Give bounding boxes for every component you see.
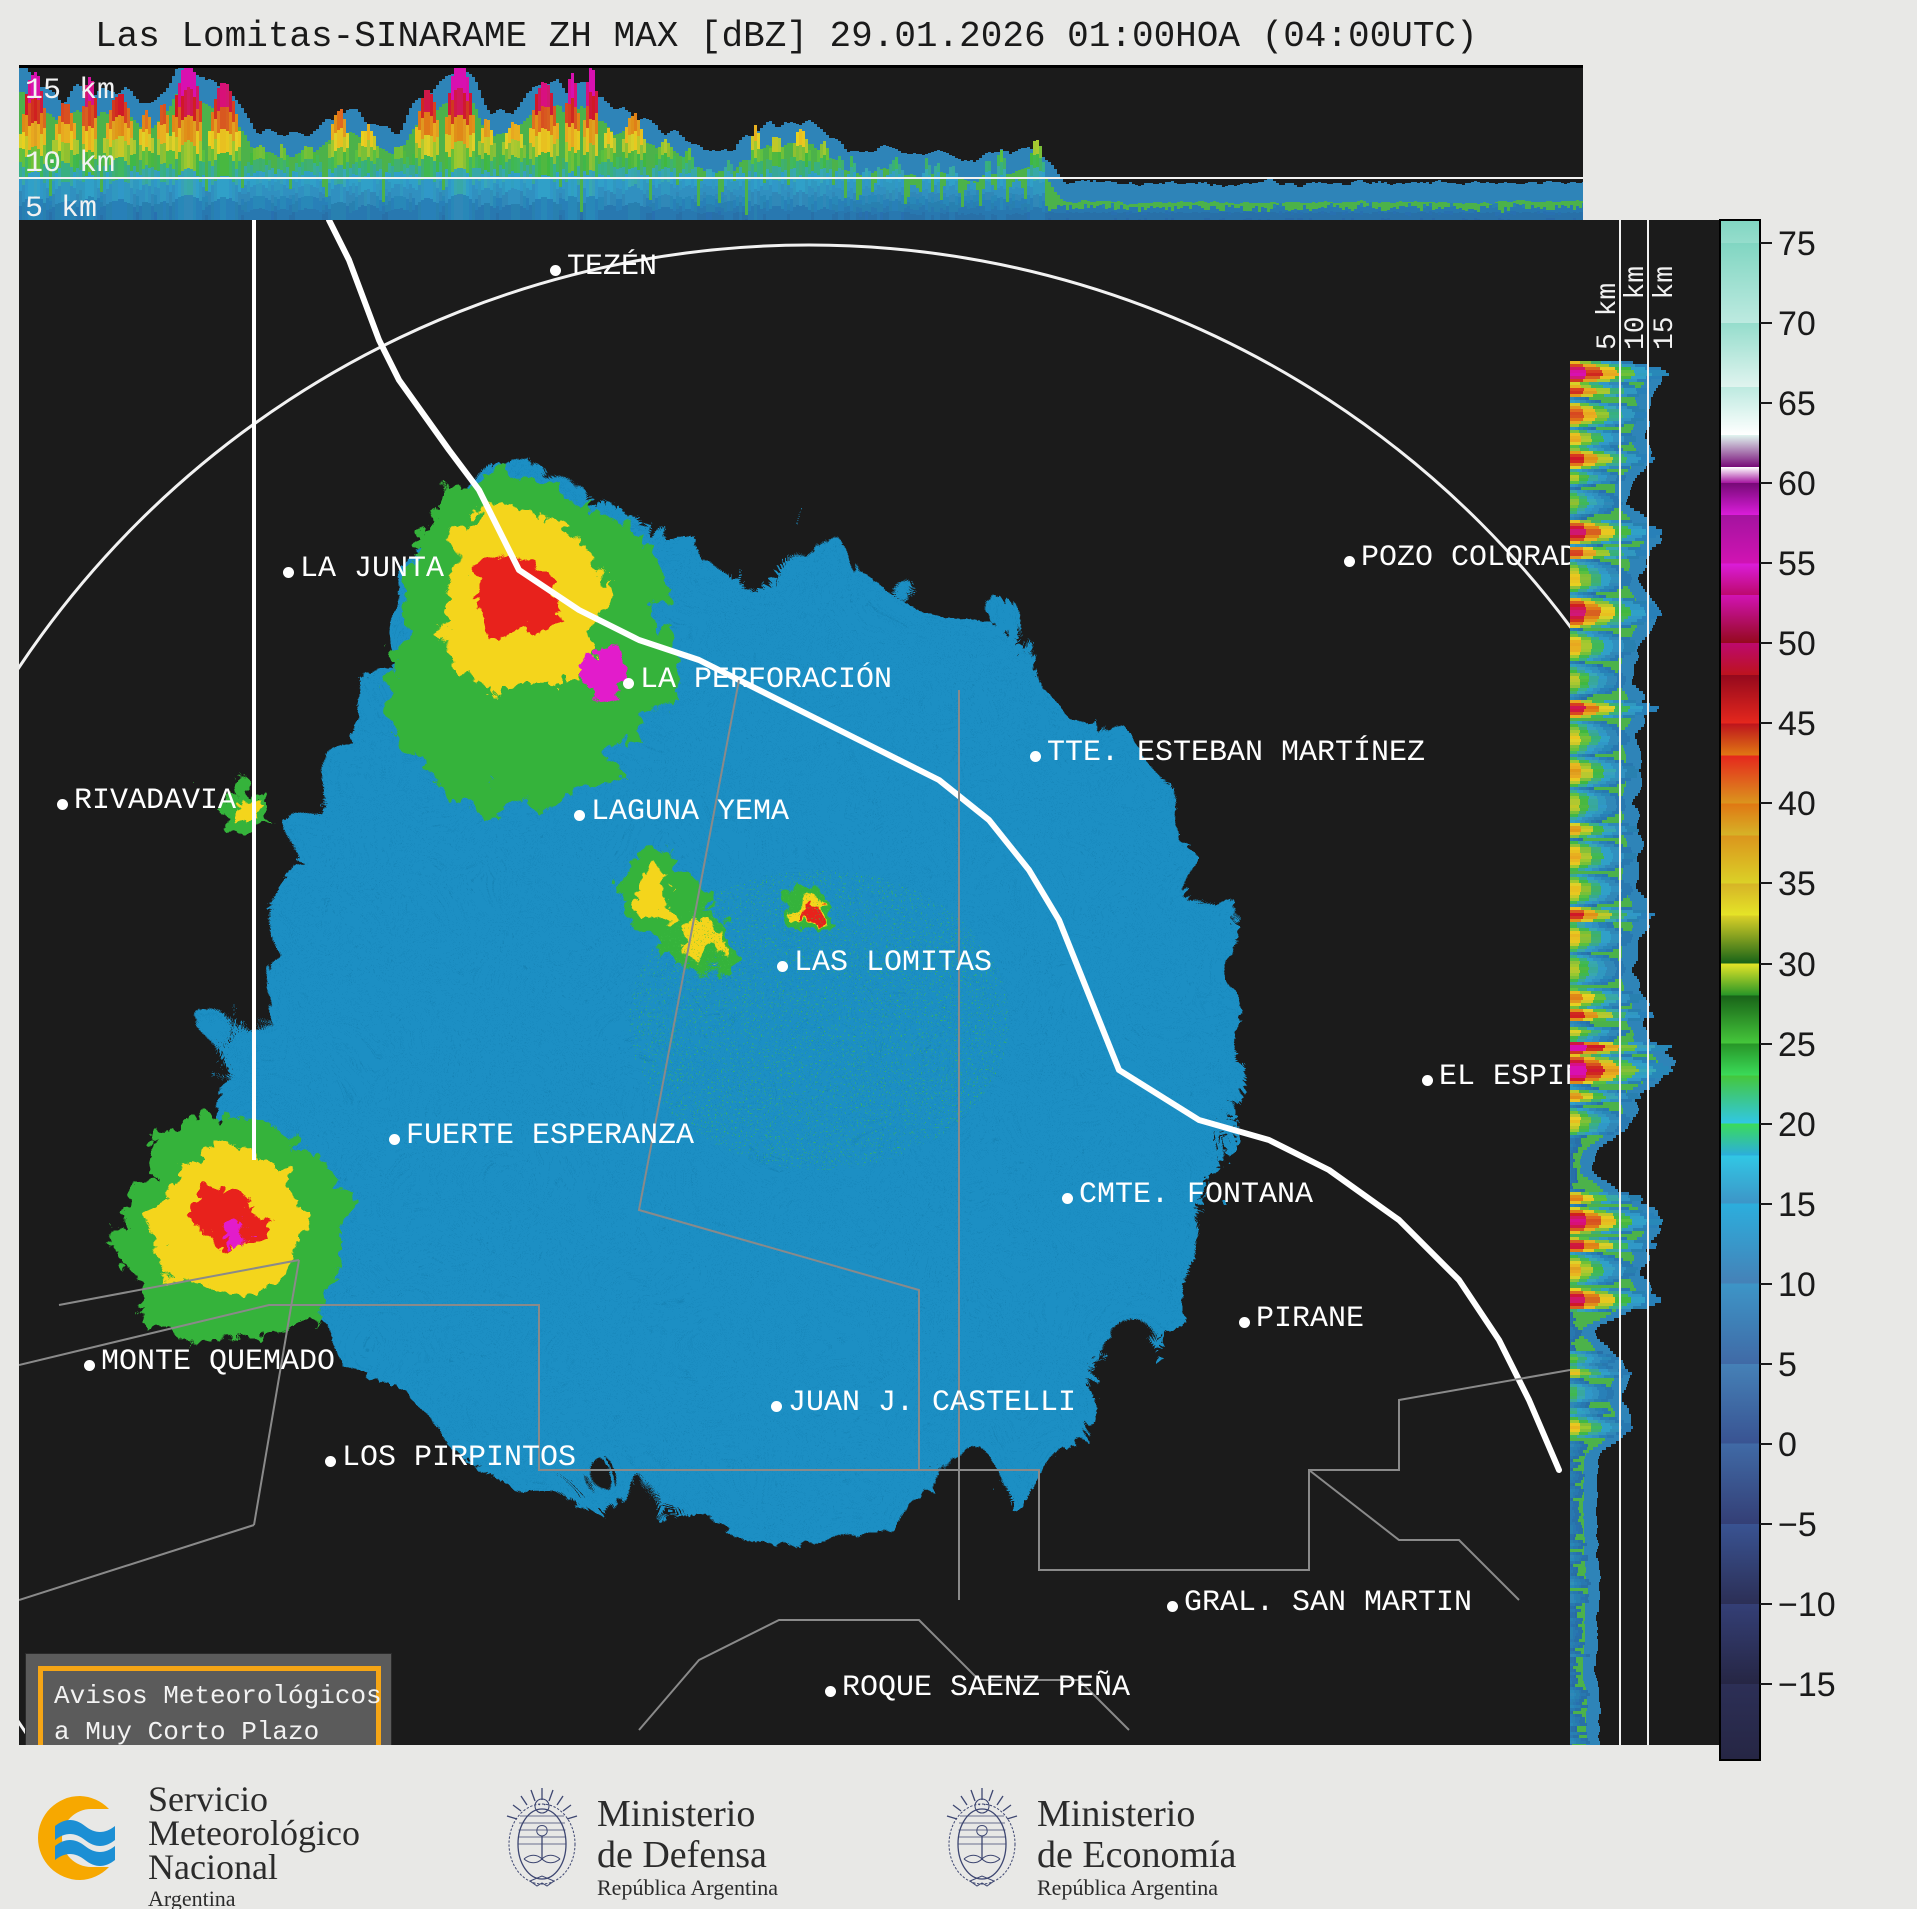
svg-text:10 km: 10 km (1621, 266, 1652, 350)
svg-text:25: 25 (1778, 1026, 1816, 1064)
svg-text:−10: −10 (1778, 1586, 1836, 1624)
svg-text:35: 35 (1778, 865, 1816, 903)
svg-text:65: 65 (1778, 385, 1816, 423)
svg-text:5 km: 5 km (25, 192, 97, 220)
svg-text:20: 20 (1778, 1106, 1816, 1144)
svg-text:0: 0 (1778, 1426, 1797, 1464)
svg-text:15: 15 (1778, 1186, 1816, 1224)
svg-text:10: 10 (1778, 1266, 1816, 1304)
svg-text:40: 40 (1778, 785, 1816, 823)
svg-text:15 km: 15 km (1650, 266, 1681, 350)
svg-text:15 km: 15 km (25, 74, 115, 108)
svg-text:75: 75 (1778, 225, 1816, 263)
svg-text:5: 5 (1778, 1346, 1797, 1384)
svg-text:45: 45 (1778, 705, 1816, 743)
svg-text:70: 70 (1778, 305, 1816, 343)
svg-text:−5: −5 (1778, 1506, 1817, 1544)
svg-text:50: 50 (1778, 625, 1816, 663)
svg-text:−15: −15 (1778, 1666, 1836, 1704)
svg-text:10 km: 10 km (25, 147, 115, 181)
svg-text:30: 30 (1778, 946, 1816, 984)
svg-text:5 km: 5 km (1593, 283, 1624, 350)
svg-text:60: 60 (1778, 465, 1816, 503)
svg-text:55: 55 (1778, 545, 1816, 583)
